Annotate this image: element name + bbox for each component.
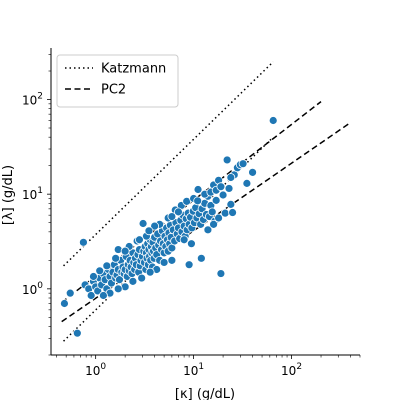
data-point xyxy=(167,255,177,265)
y-tick-label: 101 xyxy=(22,186,43,202)
data-point xyxy=(187,239,196,249)
data-point xyxy=(128,276,138,286)
katzmann-line-0 xyxy=(63,61,274,267)
data-point xyxy=(145,267,155,277)
x-tick-label: 101 xyxy=(183,362,204,378)
data-point xyxy=(89,272,98,281)
data-point xyxy=(179,235,189,245)
x-axis-label: [κ] (g/dL) xyxy=(175,387,235,400)
data-point xyxy=(238,159,248,169)
data-point xyxy=(135,235,144,245)
data-point xyxy=(174,207,183,217)
legend-label: Katzmann xyxy=(101,62,166,77)
data-point xyxy=(193,185,203,194)
data-point xyxy=(248,167,257,177)
data-point xyxy=(111,253,121,263)
data-point xyxy=(167,212,177,221)
y-axis-label: [λ] (g/dL) xyxy=(1,165,16,225)
data-point xyxy=(242,178,252,188)
legend: Katzmann PC2 xyxy=(56,54,179,108)
data-point xyxy=(60,299,69,308)
data-point xyxy=(209,219,218,229)
data-point xyxy=(216,269,226,278)
data-point xyxy=(120,246,130,256)
y-tick-label: 102 xyxy=(22,92,43,108)
data-point xyxy=(79,237,88,247)
data-point xyxy=(211,195,221,205)
legend-label: PC2 xyxy=(101,83,126,98)
data-point xyxy=(222,155,232,165)
legend-box xyxy=(56,54,179,108)
data-point xyxy=(196,253,206,263)
data-point xyxy=(224,184,234,193)
data-point xyxy=(193,196,203,206)
data-point xyxy=(65,288,75,298)
x-tick-label: 102 xyxy=(281,362,302,378)
data-point xyxy=(113,284,123,294)
data-point xyxy=(184,260,194,270)
x-axis: 100 101 102 xyxy=(51,354,361,378)
data-point xyxy=(150,221,160,231)
data-point xyxy=(268,116,278,125)
plot-area xyxy=(60,61,349,342)
data-point xyxy=(226,173,236,182)
data-point xyxy=(102,261,112,271)
x-tick-label: 100 xyxy=(85,362,106,378)
data-point xyxy=(214,213,224,223)
data-point xyxy=(218,190,228,200)
data-point xyxy=(216,182,226,192)
data-point xyxy=(137,273,147,283)
data-point xyxy=(86,291,96,300)
data-point xyxy=(99,291,108,300)
data-point xyxy=(95,266,105,276)
data-point xyxy=(144,226,154,236)
data-point xyxy=(207,207,217,217)
data-point xyxy=(138,219,148,228)
data-point xyxy=(228,208,237,217)
data-point xyxy=(72,328,82,338)
data-point xyxy=(203,225,213,235)
data-point xyxy=(159,258,169,267)
y-axis: 100 101 102 xyxy=(22,48,52,356)
y-tick-label: 100 xyxy=(22,281,43,297)
data-point xyxy=(226,199,236,209)
